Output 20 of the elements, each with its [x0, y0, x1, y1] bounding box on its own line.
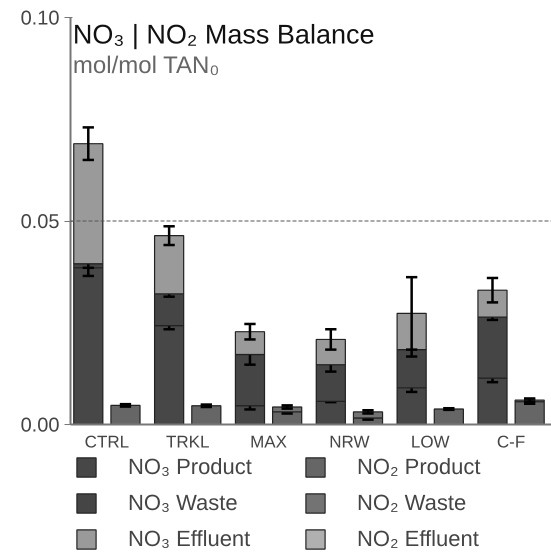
y-tick-label: 0.05 [20, 211, 60, 233]
x-tick-label: LOW [410, 432, 450, 452]
legend-label: NO₂ Waste [357, 490, 468, 516]
bar [191, 405, 222, 426]
chart-title: NO₃ | NO₂ Mass Balance [72, 20, 375, 50]
legend-label: NO₂ Product [357, 454, 482, 480]
legend-label: NO₃ Waste [128, 490, 239, 516]
legend-label: NO₃ Effluent [128, 526, 252, 552]
bar [73, 143, 104, 264]
x-tick-label: C-F [496, 432, 526, 452]
x-tick-label: NRW [329, 432, 370, 452]
x-tick-label: CTRL [84, 432, 130, 452]
legend-label: NO₃ Product [128, 454, 253, 480]
text: mol/mol TAN₀ [72, 52, 220, 80]
y-tick-label: 0.00 [20, 414, 60, 436]
bar [73, 267, 104, 426]
y-tick-label: 0.10 [20, 8, 60, 30]
x-tick-label: TRKL [166, 432, 210, 452]
x-tick-label: MAX [250, 432, 287, 452]
legend-label: NO₂ Effluent [357, 526, 480, 552]
